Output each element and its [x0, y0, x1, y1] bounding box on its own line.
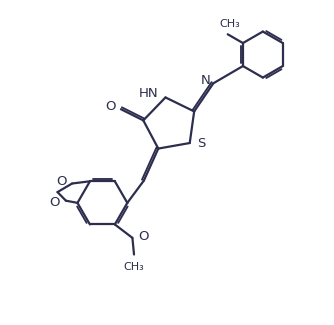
Text: HN: HN: [139, 87, 158, 100]
Text: O: O: [106, 100, 116, 113]
Text: O: O: [50, 196, 60, 209]
Text: O: O: [56, 176, 66, 188]
Text: O: O: [138, 230, 149, 243]
Text: CH₃: CH₃: [124, 262, 144, 271]
Text: S: S: [197, 136, 205, 150]
Text: CH₃: CH₃: [219, 20, 240, 30]
Text: N: N: [200, 74, 210, 87]
